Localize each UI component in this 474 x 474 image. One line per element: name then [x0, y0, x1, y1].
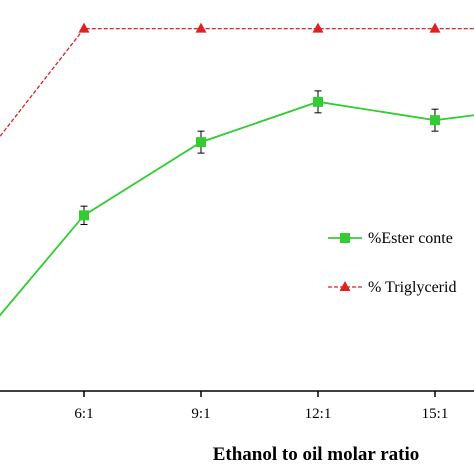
data-point	[312, 22, 324, 33]
x-tick-label: 12:1	[305, 406, 332, 422]
data-point	[313, 96, 323, 107]
data-point	[196, 137, 206, 148]
data-point	[429, 22, 441, 33]
data-point	[79, 210, 89, 221]
data-point	[78, 22, 90, 33]
series-1	[0, 90, 474, 317]
x-axis-title: Ethanol to oil molar ratio	[213, 444, 420, 465]
legend-label: % Triglycerid	[368, 279, 456, 296]
data-point	[430, 115, 440, 126]
legend-marker	[339, 281, 351, 291]
series-2	[0, 22, 474, 138]
series-layer	[0, 22, 474, 317]
series-line	[0, 100, 474, 317]
x-tick-label: 15:1	[422, 406, 449, 422]
legend-label: %Ester conte	[368, 230, 453, 247]
legend: %Ester conte % Triglycerid	[328, 230, 456, 296]
x-axis-ticks: 6:1 9:1 12:1 15:1	[74, 391, 448, 422]
x-tick-label: 6:1	[74, 406, 93, 422]
data-point	[195, 22, 207, 33]
x-tick-label: 9:1	[191, 406, 210, 422]
legend-marker	[340, 233, 350, 243]
series-line	[0, 28, 474, 138]
